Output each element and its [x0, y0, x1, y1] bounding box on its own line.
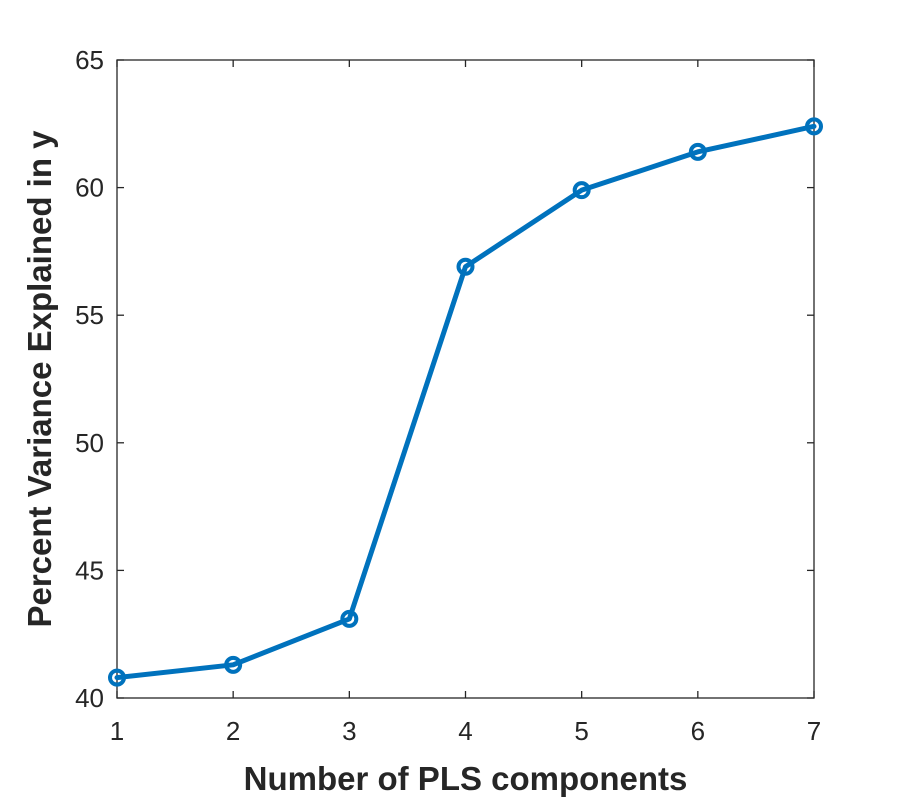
data-point	[688, 142, 707, 161]
x-tick-label: 3	[342, 716, 356, 746]
data-point	[805, 117, 823, 136]
x-tick-label: 5	[574, 716, 588, 746]
y-tick-label: 65	[75, 45, 104, 75]
y-axis-title: Percent Variance Explained in y	[21, 130, 58, 628]
y-tick-label: 55	[75, 300, 104, 330]
series-line	[114, 123, 817, 681]
x-tick-label: 6	[691, 716, 705, 746]
data-point	[572, 181, 591, 200]
x-tick-label: 4	[458, 716, 472, 746]
y-tick-label: 50	[75, 428, 104, 458]
plot-area	[116, 59, 815, 699]
x-tick-label: 7	[807, 716, 821, 746]
data-point	[340, 609, 359, 628]
y-tick-label: 40	[75, 683, 104, 713]
data-point	[108, 668, 126, 687]
data-point	[456, 257, 475, 276]
x-tick-label: 2	[226, 716, 240, 746]
x-tick-label: 1	[110, 716, 124, 746]
x-axis-title: Number of PLS components	[244, 760, 688, 797]
y-tick-label: 45	[75, 555, 104, 585]
series-layer	[108, 117, 823, 687]
data-point	[224, 655, 243, 674]
y-tick-label: 60	[75, 173, 104, 203]
